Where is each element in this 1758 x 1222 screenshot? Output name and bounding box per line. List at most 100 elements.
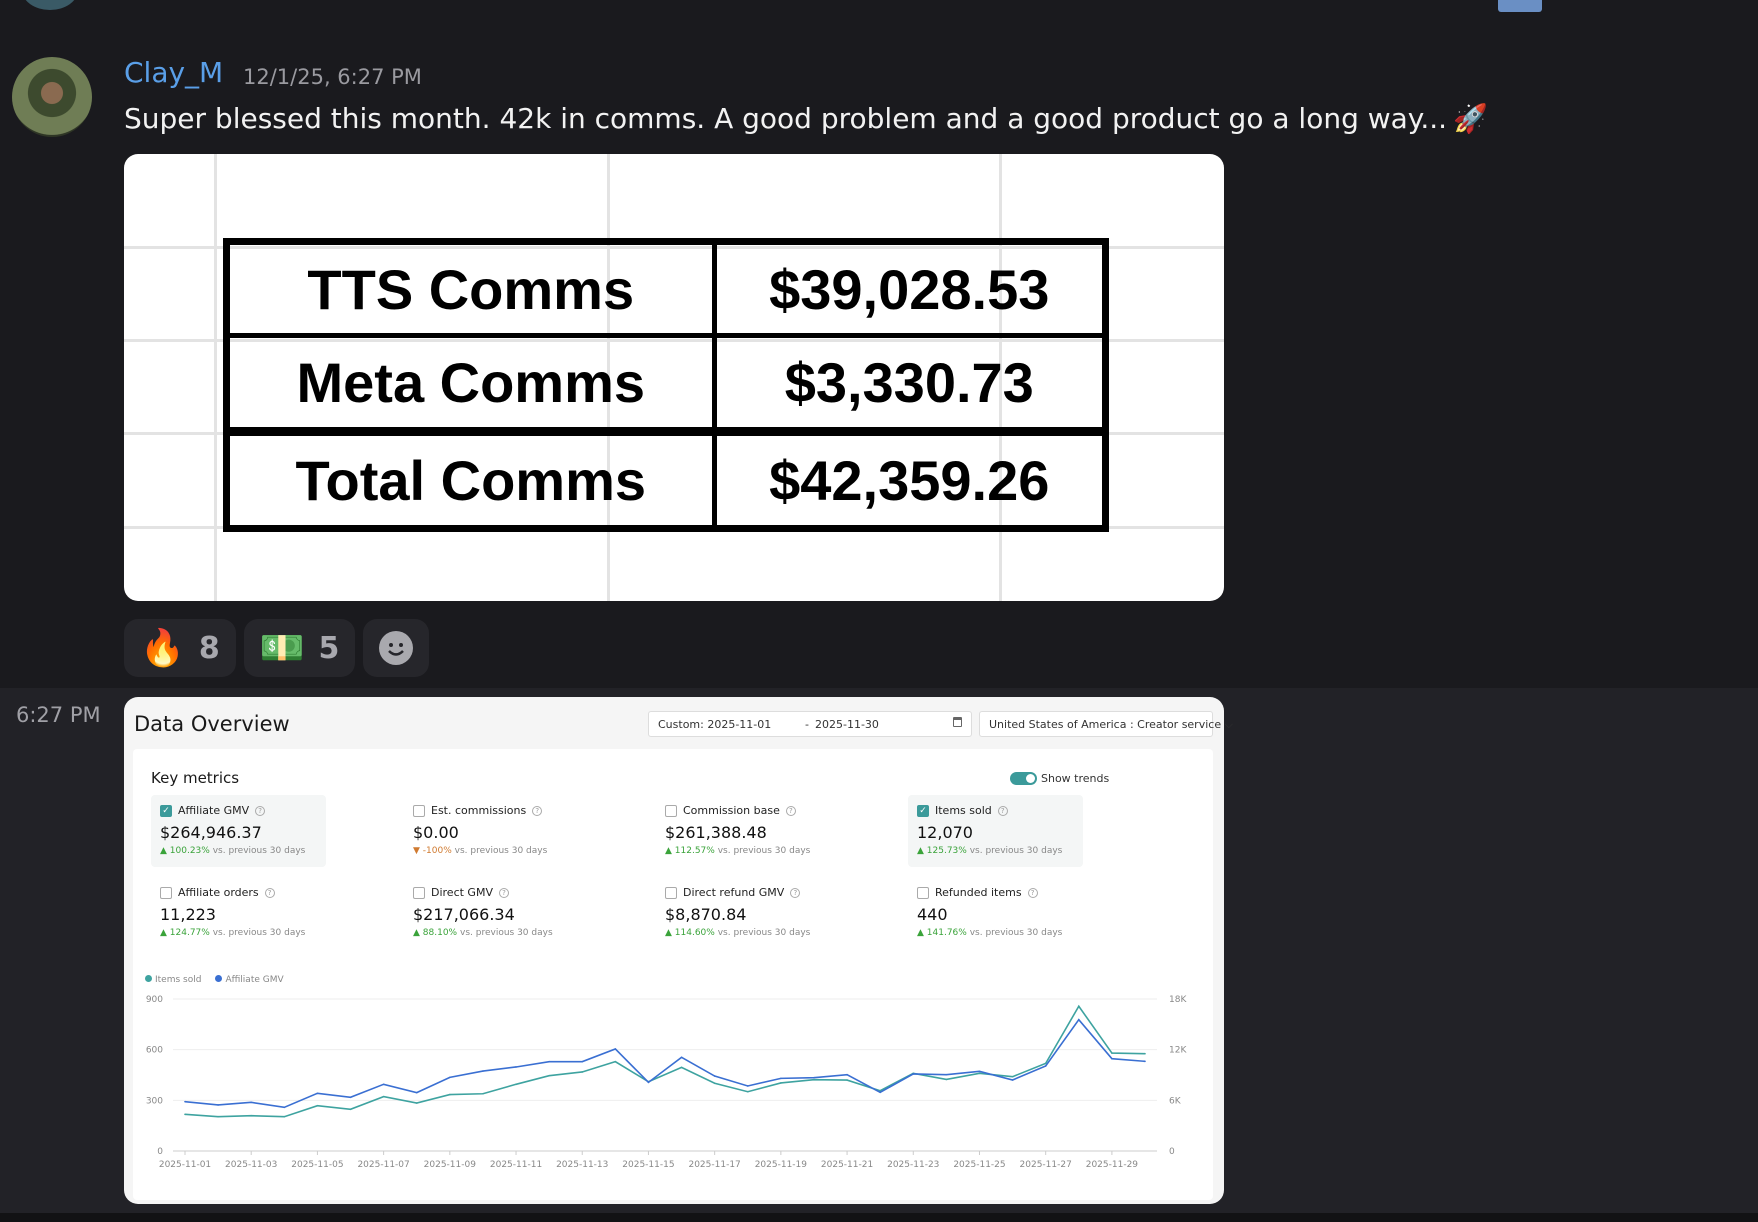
metric-card[interactable]: Direct refund GMV? $8,870.84 ▲ 114.60% v… bbox=[656, 877, 831, 949]
metric-checkbox[interactable] bbox=[917, 886, 929, 899]
table-row: Total Comms $42,359.26 bbox=[224, 426, 1109, 532]
x-tick-label: 2025-11-09 bbox=[424, 1160, 477, 1170]
metric-card[interactable]: Refunded items? 440 ▲ 141.76% vs. previo… bbox=[908, 877, 1083, 949]
data-point bbox=[879, 1091, 881, 1094]
page-title: Data Overview bbox=[134, 712, 290, 736]
x-tick-label: 2025-11-19 bbox=[755, 1160, 808, 1170]
data-point bbox=[581, 1071, 584, 1073]
data-point bbox=[482, 1092, 484, 1095]
data-point bbox=[647, 1081, 650, 1084]
help-icon[interactable]: ? bbox=[1027, 887, 1038, 898]
date-range-picker[interactable]: Custom: 2025-11-01 - 2025-11-30 bbox=[648, 711, 972, 737]
username[interactable]: Clay_M bbox=[124, 56, 224, 89]
metric-card[interactable]: ✓ Affiliate GMV? $264,946.37 ▲ 100.23% vs… bbox=[151, 795, 326, 867]
metric-value: $8,870.84 bbox=[665, 905, 747, 924]
help-icon[interactable]: ? bbox=[790, 887, 801, 898]
data-point bbox=[1044, 1065, 1047, 1067]
metric-card[interactable]: Est. commissions? $0.00 ▼ -100% vs. prev… bbox=[404, 795, 579, 867]
metric-value: $264,946.37 bbox=[160, 823, 262, 842]
arrow-up-icon: ▲ bbox=[413, 928, 420, 938]
message-body: Super blessed this month. 42k in comms. … bbox=[124, 102, 1448, 135]
help-icon[interactable]: ? bbox=[997, 805, 1008, 816]
data-point bbox=[1011, 1075, 1014, 1078]
metric-compare: vs. previous 30 days bbox=[212, 846, 306, 856]
data-point bbox=[349, 1096, 352, 1099]
metric-change: 124.77% bbox=[169, 928, 210, 938]
metric-change: 88.10% bbox=[422, 928, 458, 938]
data-point bbox=[250, 1101, 253, 1104]
data-point bbox=[548, 1074, 550, 1077]
date-start: Custom: 2025-11-01 bbox=[658, 718, 772, 731]
metric-checkbox[interactable]: ✓ bbox=[917, 804, 929, 817]
reaction-money[interactable]: 💵 5 bbox=[243, 619, 356, 677]
chevron-down-icon: ⌵ bbox=[1224, 718, 1233, 731]
avatar[interactable] bbox=[12, 57, 92, 137]
row-value: $42,359.26 bbox=[711, 426, 1109, 532]
data-point bbox=[548, 1060, 550, 1063]
metric-checkbox[interactable] bbox=[665, 804, 677, 817]
help-icon[interactable]: ? bbox=[532, 805, 543, 816]
help-icon[interactable]: ? bbox=[264, 887, 275, 898]
image-attachment-spreadsheet[interactable]: TTS Comms $39,028.53 Meta Comms $3,330.73 … bbox=[124, 154, 1224, 601]
reaction-fire[interactable]: 🔥 8 bbox=[124, 619, 236, 677]
metric-label: Items sold bbox=[935, 804, 992, 817]
help-icon[interactable]: ? bbox=[785, 805, 796, 816]
data-point bbox=[713, 1075, 716, 1077]
smiley-icon bbox=[379, 631, 414, 665]
data-point bbox=[813, 1078, 815, 1081]
metric-card[interactable]: Direct GMV? $217,066.34 ▲ 88.10% vs. pre… bbox=[404, 877, 579, 949]
data-point bbox=[316, 1092, 319, 1095]
y-left-tick-label: 300 bbox=[146, 1096, 163, 1106]
previous-avatar[interactable] bbox=[22, 0, 78, 10]
data-point bbox=[415, 1091, 418, 1094]
metric-checkbox[interactable]: ✓ bbox=[160, 804, 172, 817]
help-icon[interactable]: ? bbox=[498, 887, 509, 898]
data-point bbox=[978, 1070, 981, 1073]
x-tick-label: 2025-11-01 bbox=[159, 1160, 211, 1170]
help-icon[interactable]: ? bbox=[255, 805, 266, 816]
metric-compare: vs. previous 30 days bbox=[717, 846, 811, 856]
metric-card[interactable]: ✓ Items sold? 12,070 ▲ 125.73% vs. previo… bbox=[908, 795, 1083, 867]
metric-card[interactable]: Commission base? $261,388.48 ▲ 112.57% v… bbox=[656, 795, 831, 867]
legend-affiliate-gmv[interactable]: Affiliate GMV bbox=[215, 975, 284, 985]
metric-value: 11,223 bbox=[160, 905, 216, 924]
legend-items-sold[interactable]: Items sold bbox=[145, 975, 201, 985]
data-point bbox=[846, 1073, 848, 1076]
metric-change: 114.60% bbox=[674, 928, 715, 938]
reaction-count: 8 bbox=[198, 630, 220, 666]
metric-checkbox[interactable] bbox=[160, 886, 172, 899]
data-point bbox=[1111, 1052, 1113, 1054]
metric-card[interactable]: Affiliate orders? 11,223 ▲ 124.77% vs. p… bbox=[151, 877, 326, 949]
metric-value: $217,066.34 bbox=[413, 905, 515, 924]
x-tick-label: 2025-11-25 bbox=[953, 1160, 1005, 1170]
data-point bbox=[746, 1085, 749, 1087]
show-trends-toggle[interactable]: Show trends bbox=[1010, 772, 1109, 785]
region-select[interactable]: United States of America : Creator servi… bbox=[979, 711, 1233, 737]
data-point bbox=[217, 1104, 219, 1106]
toggle-switch[interactable] bbox=[1010, 772, 1037, 785]
arrow-up-icon: ▲ bbox=[917, 928, 924, 938]
x-tick-label: 2025-11-07 bbox=[357, 1160, 409, 1170]
data-point bbox=[1144, 1052, 1146, 1055]
data-point bbox=[945, 1073, 948, 1076]
metric-checkbox[interactable] bbox=[413, 886, 425, 899]
data-point bbox=[449, 1076, 451, 1079]
image-attachment-data-overview[interactable]: Data Overview Custom: 2025-11-01 - 2025-… bbox=[124, 697, 1233, 1204]
data-point bbox=[184, 1113, 186, 1116]
row-value: $3,330.73 bbox=[711, 333, 1109, 434]
reactions-bar: 🔥 8 💵 5 bbox=[124, 619, 430, 677]
metric-compare: vs. previous 30 days bbox=[717, 928, 811, 938]
add-reaction-button[interactable] bbox=[363, 619, 430, 677]
data-point bbox=[813, 1076, 815, 1079]
previous-emoji bbox=[1498, 0, 1542, 12]
commissions-table: TTS Comms $39,028.53 Meta Comms $3,330.73 … bbox=[223, 238, 1109, 532]
metric-checkbox[interactable] bbox=[413, 804, 425, 817]
arrow-up-icon: ▲ bbox=[665, 928, 672, 938]
metric-checkbox[interactable] bbox=[665, 886, 677, 899]
metric-compare: vs. previous 30 days bbox=[460, 928, 553, 938]
row-value: $39,028.53 bbox=[711, 238, 1109, 339]
x-tick-label: 2025-11-29 bbox=[1086, 1160, 1139, 1170]
key-metrics-title: Key metrics bbox=[151, 769, 240, 787]
data-point bbox=[184, 1100, 186, 1103]
metric-change: 141.76% bbox=[926, 928, 967, 938]
